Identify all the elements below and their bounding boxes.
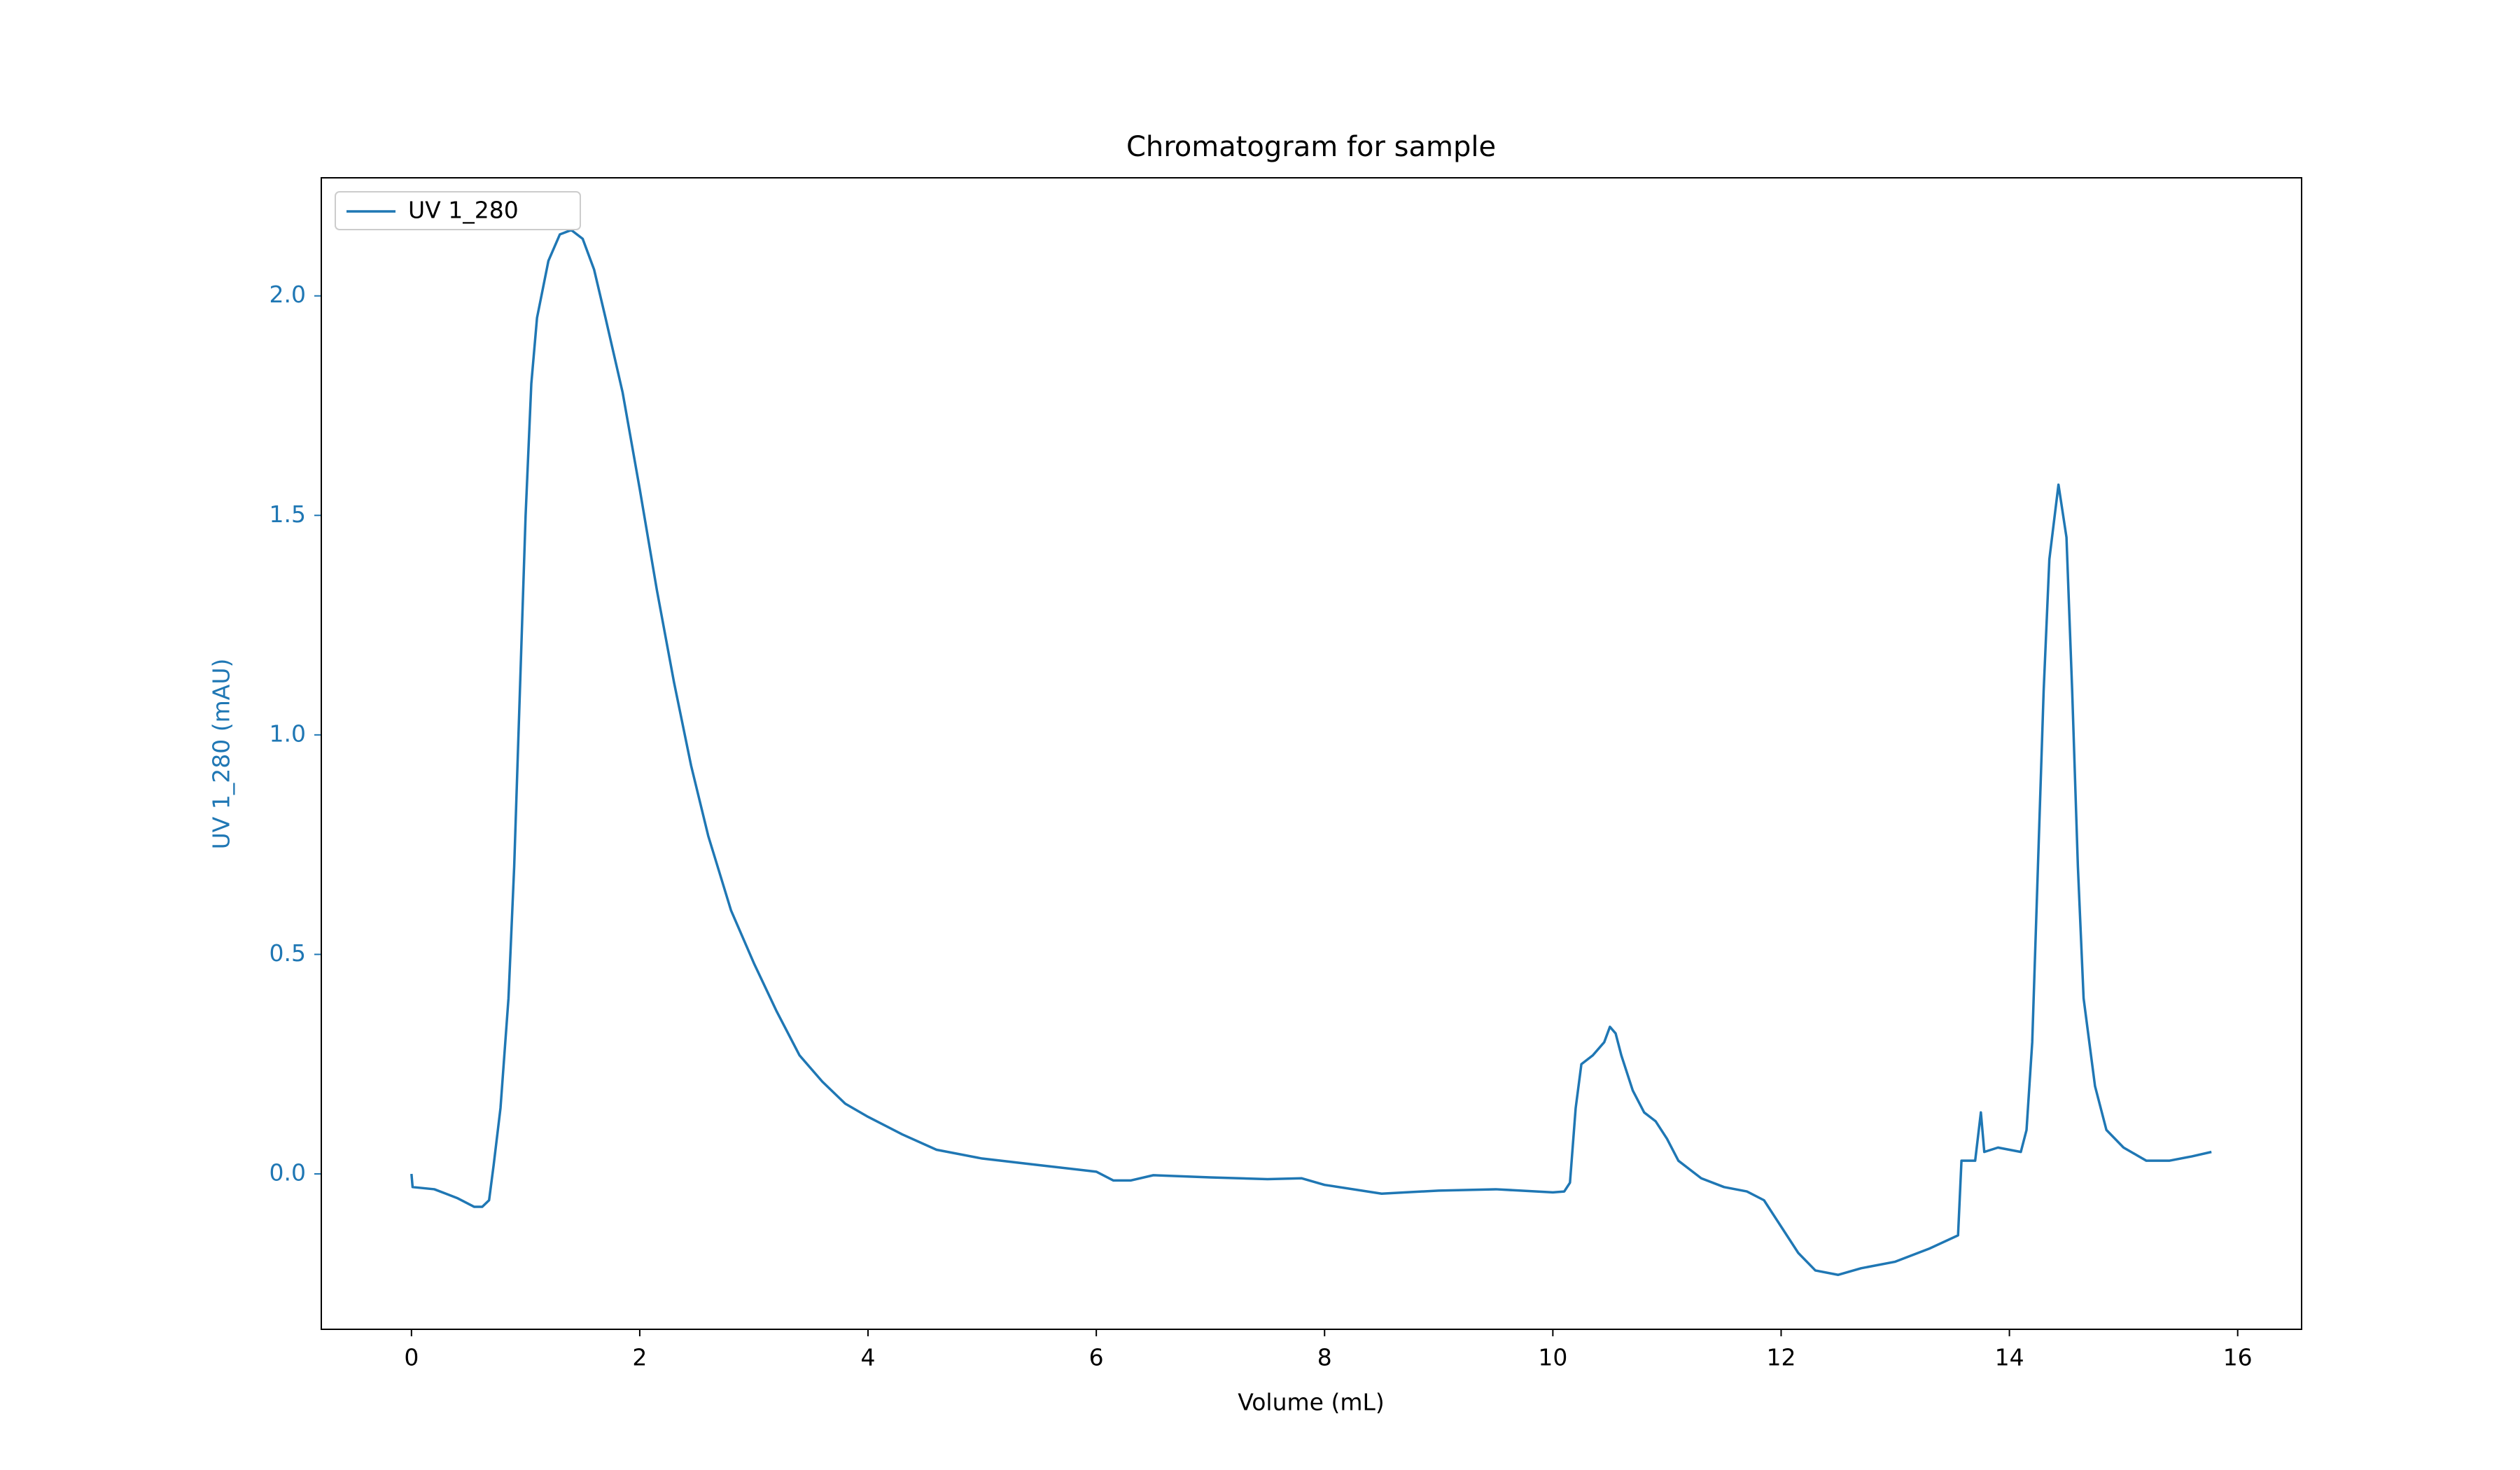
x-tick-label: 12 <box>1766 1344 1795 1371</box>
y-tick-label: 0.5 <box>270 939 306 967</box>
data-line <box>410 228 2212 1276</box>
x-tick-label: 8 <box>1317 1344 1332 1371</box>
chart-title: Chromatogram for sample <box>1126 131 1496 163</box>
plot-frame <box>321 177 2302 1330</box>
legend-box <box>335 191 581 230</box>
x-axis-label: Volume (mL) <box>1238 1389 1385 1416</box>
y-tick-label: 1.0 <box>270 720 306 747</box>
x-tick-label: 16 <box>2223 1344 2253 1371</box>
x-tick-label: 14 <box>1995 1344 2024 1371</box>
y-axis-label: UV 1_280 (mAU) <box>208 659 235 850</box>
y-tick-label: 1.5 <box>270 500 306 528</box>
x-tick-label: 4 <box>861 1344 876 1371</box>
y-tick-label: 0.0 <box>270 1158 306 1186</box>
x-tick-label: 10 <box>1538 1344 1567 1371</box>
x-tick-label: 6 <box>1089 1344 1104 1371</box>
x-tick-label: 0 <box>404 1344 419 1371</box>
legend-label: UV 1_280 <box>408 197 519 224</box>
x-tick-label: 2 <box>632 1344 647 1371</box>
y-tick-label: 2.0 <box>270 281 306 308</box>
